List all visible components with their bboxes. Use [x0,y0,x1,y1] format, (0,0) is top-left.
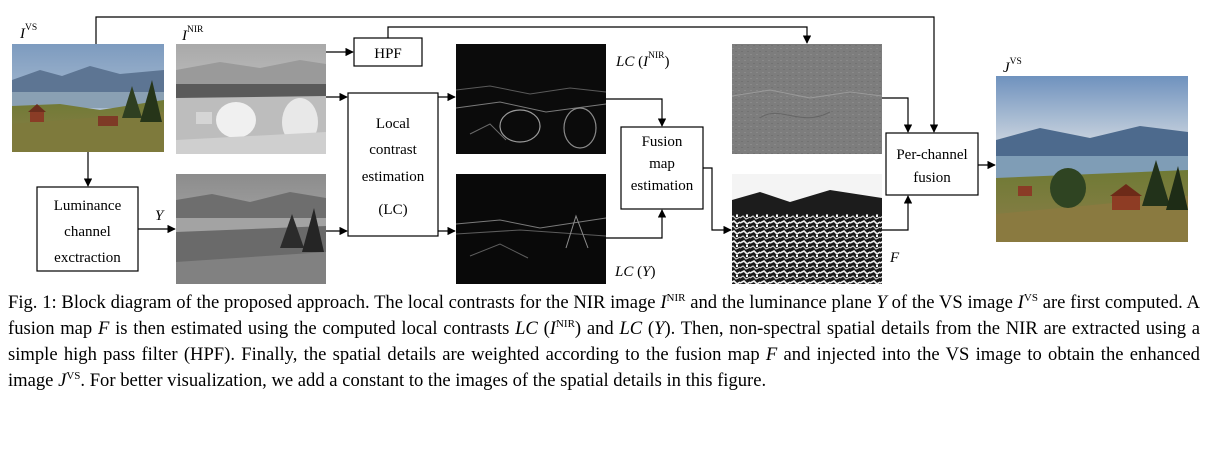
local-contrast-block: Local contrast estimation (LC) [347,92,439,237]
luminance-y-image [176,174,326,284]
label-lc-y: LC (Y) [614,264,655,280]
figure-caption: Fig. 1: Block diagram of the proposed ap… [8,290,1200,394]
block-diagram: Luminance channel exctraction HPF Local … [12,16,1188,284]
caption-s8: and injected into the VS image to obtain… [8,344,1200,391]
fusion-block-line2: map [649,156,675,172]
caption-m3sup: VS [1023,292,1038,304]
caption-s2: and the luminance plane [690,292,872,313]
lc-block-line1: Local [376,116,410,132]
fusion-map-block: Fusion map estimation [620,126,704,210]
lc-block-line4: (LC) [378,202,407,218]
per-channel-line2: fusion [913,170,951,186]
per-channel-block: Per-channel fusion [885,132,979,196]
label-fusion-map-f: F [889,250,900,266]
caption-s3: of the VS image [891,292,1013,313]
lc-y-image [455,174,607,284]
caption-m6: LC [619,318,643,339]
luminance-block: Luminance channel exctraction [36,186,139,272]
caption-s4: are first computed. A fusion map [8,292,1200,339]
result-image [996,76,1188,242]
caption-m8sup: VS [66,370,81,382]
caption-s6: and [586,318,614,339]
fusion-block-line1: Fusion [642,134,683,150]
label-result-j: JVS [1003,57,1022,76]
caption-text: Fig. 1: Block diagram of the proposed ap… [8,292,1201,391]
caption-m1sup: NIR [666,292,686,304]
caption-m6arg: Y [654,318,665,339]
label-input-nir: INIR [181,25,204,44]
per-channel-line1: Per-channel [896,147,967,163]
caption-m5arg: I [549,318,556,339]
hpf-block-label: HPF [374,46,402,62]
label-y: Y [155,208,165,224]
label-lc-nir: LC (INIR) [615,51,669,70]
caption-m5: LC [515,318,538,339]
caption-m3: I [1017,292,1024,313]
hpf-block: HPF [353,37,423,67]
luminance-block-line1: Luminance [54,198,122,214]
nir-image [176,44,326,154]
caption-m7: F [765,344,778,365]
caption-m4: F [97,318,110,339]
caption-m8: J [58,370,67,391]
label-input-vs: IVS [19,23,37,42]
input-vs-image [12,44,164,152]
spatial-details-image [731,44,883,154]
caption-m1: I [660,292,667,313]
luminance-block-line2: channel [64,224,111,240]
caption-s9: . For better visualization, we add a con… [80,370,767,391]
fusion-map-image [732,174,882,284]
lc-nir-image [455,44,607,154]
caption-m2: Y [876,292,887,313]
lc-block-line2: contrast [369,142,417,158]
caption-s5: is then estimated using the computed loc… [115,318,510,339]
lc-block-line3: estimation [362,169,425,185]
connectors [83,16,996,239]
fusion-block-line3: estimation [631,178,694,194]
luminance-block-line3: exctraction [54,250,121,266]
caption-s1: Block diagram of the proposed approach. … [61,292,656,313]
caption-s7: . Then, non-spectral spatial details fro… [8,318,1201,365]
caption-m5sup: NIR [555,318,575,330]
caption-fig-label: Fig. 1: [8,292,57,313]
